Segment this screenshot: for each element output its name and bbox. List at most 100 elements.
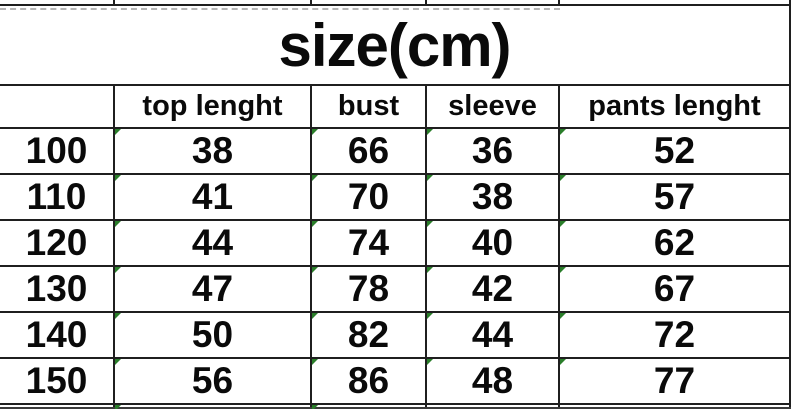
cell-value: 72 xyxy=(653,314,696,355)
stored-as-text-indicator-icon xyxy=(312,267,318,273)
cell-value: 41 xyxy=(191,176,234,217)
data-cell: 67 xyxy=(560,267,791,311)
stored-as-text-indicator-icon xyxy=(427,175,433,181)
stored-as-text-indicator-icon xyxy=(427,129,433,135)
data-cell: 40 xyxy=(427,221,560,265)
stored-as-text-indicator-icon xyxy=(312,129,318,135)
header-label: sleeve xyxy=(448,90,537,122)
cell-value: 74 xyxy=(347,222,390,263)
cell-value: 50 xyxy=(191,314,234,355)
data-cell: 62 xyxy=(560,221,791,265)
data-cell: 66 xyxy=(312,129,427,173)
stored-as-text-indicator-icon xyxy=(115,313,121,319)
stored-as-text-indicator-icon xyxy=(312,359,318,365)
data-cell: 44 xyxy=(115,221,312,265)
row-size-cell: 120 xyxy=(0,221,115,265)
header-cell-blank xyxy=(0,86,115,127)
header-label: top lenght xyxy=(142,90,283,122)
data-cell: 82 xyxy=(312,313,427,357)
header-label: pants lenght xyxy=(588,90,761,122)
stored-as-text-indicator-icon xyxy=(427,267,433,273)
grid-stub xyxy=(0,0,115,4)
cell-value: 67 xyxy=(653,268,696,309)
stored-as-text-indicator-icon xyxy=(427,221,433,227)
stored-as-text-indicator-icon xyxy=(115,359,121,365)
header-cell-pants-lenght: pants lenght xyxy=(560,86,791,127)
grid-stub xyxy=(115,0,312,4)
cell-value: 56 xyxy=(191,360,234,401)
data-cell: 47 xyxy=(115,267,312,311)
stored-as-text-indicator-icon xyxy=(560,359,566,365)
table-row: 130 47 78 42 67 xyxy=(0,267,791,313)
cell-value: 44 xyxy=(471,314,514,355)
header-cell-sleeve: sleeve xyxy=(427,86,560,127)
data-cell: 86 xyxy=(312,359,427,403)
cell-value: 44 xyxy=(191,222,234,263)
row-size-cell: 130 xyxy=(0,267,115,311)
row-size-cell: 110 xyxy=(0,175,115,219)
cell-value: 130 xyxy=(25,268,88,309)
title-row: size(cm) xyxy=(0,6,791,84)
data-cell: 74 xyxy=(312,221,427,265)
data-cell: 48 xyxy=(427,359,560,403)
grid-stub xyxy=(312,405,427,409)
cell-value: 47 xyxy=(191,268,234,309)
cell-value: 62 xyxy=(653,222,696,263)
cell-value: 38 xyxy=(191,130,234,171)
cell-value: 57 xyxy=(653,176,696,217)
cell-value: 82 xyxy=(347,314,390,355)
data-cell: 44 xyxy=(427,313,560,357)
header-label: bust xyxy=(337,90,400,122)
stored-as-text-indicator-icon xyxy=(427,359,433,365)
chart-title: size(cm) xyxy=(278,11,511,79)
data-cell: 36 xyxy=(427,129,560,173)
data-cell: 38 xyxy=(115,129,312,173)
cell-value: 77 xyxy=(653,360,696,401)
data-cell: 77 xyxy=(560,359,791,403)
cell-value: 42 xyxy=(471,268,514,309)
data-cell: 38 xyxy=(427,175,560,219)
grid-stub xyxy=(560,0,791,4)
row-size-cell: 140 xyxy=(0,313,115,357)
header-row: top lenght bust sleeve pants lenght xyxy=(0,84,791,129)
data-cell: 72 xyxy=(560,313,791,357)
cell-value: 36 xyxy=(471,130,514,171)
table-row: 110 41 70 38 57 xyxy=(0,175,791,221)
top-partial-row xyxy=(0,0,791,6)
stored-as-text-indicator-icon xyxy=(115,175,121,181)
data-cell: 41 xyxy=(115,175,312,219)
row-size-cell: 150 xyxy=(0,359,115,403)
cell-value: 150 xyxy=(25,360,88,401)
data-cell: 78 xyxy=(312,267,427,311)
bottom-partial-row xyxy=(0,405,791,409)
grid-stub xyxy=(312,0,427,4)
cell-value: 140 xyxy=(25,314,88,355)
table-row: 120 44 74 40 62 xyxy=(0,221,791,267)
stored-as-text-indicator-icon xyxy=(560,267,566,273)
stored-as-text-indicator-icon xyxy=(115,267,121,273)
data-cell: 42 xyxy=(427,267,560,311)
stored-as-text-indicator-icon xyxy=(115,221,121,227)
data-cell: 50 xyxy=(115,313,312,357)
page-break-dashed-line xyxy=(0,8,560,10)
cell-value: 66 xyxy=(347,130,390,171)
grid-stub xyxy=(560,405,791,407)
stored-as-text-indicator-icon xyxy=(560,175,566,181)
data-cell: 57 xyxy=(560,175,791,219)
cell-value: 38 xyxy=(471,176,514,217)
cell-value: 40 xyxy=(471,222,514,263)
stored-as-text-indicator-icon xyxy=(115,405,121,409)
header-cell-bust: bust xyxy=(312,86,427,127)
cell-value: 70 xyxy=(347,176,390,217)
table-body: 100 38 66 36 52 110 41 70 38 57 120 44 74 40 62 130 47 78… xyxy=(0,129,791,405)
stored-as-text-indicator-icon xyxy=(312,175,318,181)
table-row: 150 56 86 48 77 xyxy=(0,359,791,405)
header-cell-top-lenght: top lenght xyxy=(115,86,312,127)
stored-as-text-indicator-icon xyxy=(312,221,318,227)
cell-value: 78 xyxy=(347,268,390,309)
grid-stub xyxy=(115,405,312,409)
cell-value: 110 xyxy=(26,176,87,217)
stored-as-text-indicator-icon xyxy=(560,221,566,227)
